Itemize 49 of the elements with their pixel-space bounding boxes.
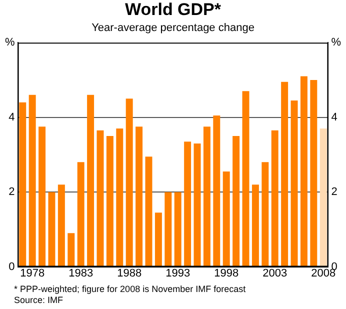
bar <box>320 128 327 266</box>
y2-tick-label: % <box>331 36 342 49</box>
bar <box>271 130 278 266</box>
bar <box>136 126 143 266</box>
bar <box>222 172 230 266</box>
x-tick-label: 2003 <box>262 267 288 280</box>
bar <box>87 94 94 266</box>
y2-tick-label: 2 <box>331 186 338 198</box>
bar <box>232 136 240 266</box>
y-tick-label: 2 <box>8 186 15 198</box>
y-tick-label: 0 <box>8 260 15 273</box>
text: * PPP-weighted; figure for 2008 is November IMF forecast <box>14 284 246 295</box>
bar <box>252 184 259 266</box>
bar <box>281 82 288 266</box>
bar <box>203 126 210 266</box>
bar <box>184 142 192 266</box>
bar <box>58 184 65 266</box>
bar <box>126 98 133 266</box>
bar <box>242 91 250 266</box>
y-tick-label: 4 <box>8 111 15 124</box>
bar <box>194 143 201 266</box>
x-tick-label: 1993 <box>166 267 190 280</box>
bar <box>145 156 152 266</box>
chart-subtitle: Year-average percentage change <box>92 22 254 34</box>
bar <box>213 115 220 266</box>
bar <box>48 192 56 266</box>
bar <box>28 94 36 266</box>
chart-title: World GDP* <box>124 0 222 19</box>
x-tick-label: 1983 <box>68 267 94 280</box>
bar <box>38 126 46 266</box>
bar <box>68 233 75 266</box>
source-note: Source: IMF <box>14 295 64 306</box>
bar <box>19 102 26 266</box>
y2-tick-label: 4 <box>331 111 338 124</box>
bar <box>154 212 162 266</box>
y-tick-label: % <box>5 36 15 49</box>
bar <box>106 136 114 266</box>
x-tick-label: 1978 <box>20 267 45 280</box>
bar <box>77 162 84 266</box>
bar <box>116 128 124 266</box>
bar <box>300 76 308 266</box>
bar <box>290 100 298 266</box>
bar <box>174 192 182 266</box>
bar <box>262 162 269 266</box>
bar <box>96 130 104 266</box>
bar <box>164 192 172 266</box>
bar <box>310 80 318 266</box>
x-tick-label: 1988 <box>117 267 142 280</box>
x-tick-label: 1998 <box>214 267 239 280</box>
